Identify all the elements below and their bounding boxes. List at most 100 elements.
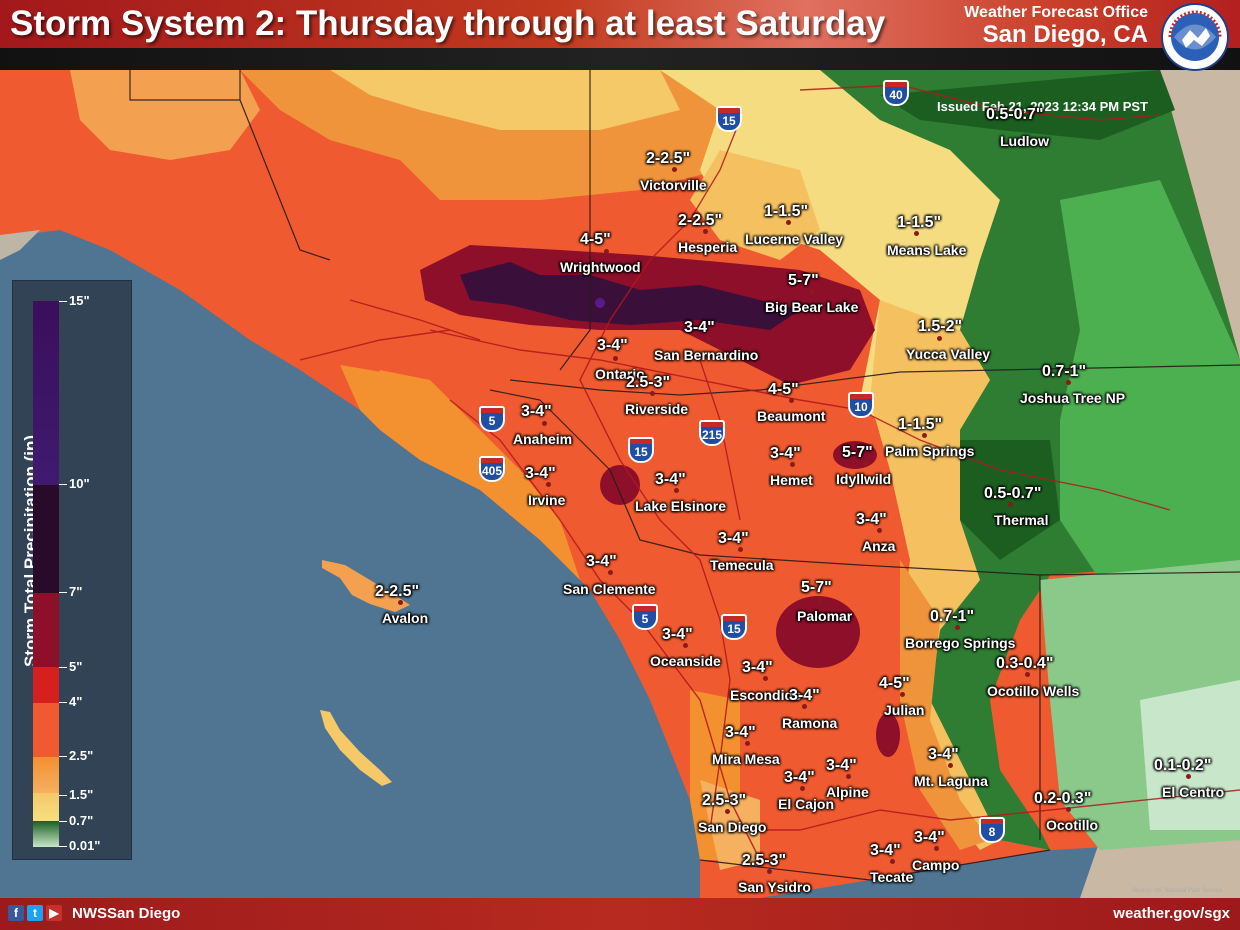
amount-label: 0.2-0.3" [1034,790,1092,807]
header-strip: Issued Feb 21, 2023 12:34 PM PST [0,48,1240,114]
amount-label: 3-4" [770,445,801,462]
amount-label: 3-4" [718,530,749,547]
legend-bar-15-07 [33,793,59,821]
social-handle[interactable]: NWSSan Diego [72,905,181,922]
amount-label: 3-4" [742,659,773,676]
twitter-icon[interactable]: t [27,905,43,921]
legend-bar-5-4 [33,667,59,703]
city-label: Big Bear Lake [765,299,859,315]
city-dot [725,809,730,814]
city-label: Temecula [710,557,774,573]
city-label: El Cajon [778,796,835,812]
city-dot [934,846,939,851]
amount-label: 3-4" [684,319,715,336]
legend-bar-10-7 [33,485,59,593]
city-dot [672,167,677,172]
title-bar: Storm System 2: Thursday through at leas… [0,0,1240,48]
city-label: Thermal [994,512,1049,528]
office-label: Weather Forecast Office [964,4,1148,21]
city-label: Beaumont [757,408,826,424]
amount-label: 3-4" [725,724,756,741]
city-dot [546,482,551,487]
city-label: Hesperia [678,239,738,255]
city-dot [790,462,795,467]
city-dot [1025,672,1030,677]
city-label: Escondido [730,687,802,703]
city-label: Wrightwood [560,259,641,275]
office-block: Weather Forecast Office San Diego, CA [964,4,1148,48]
legend-tick: 1.5" [59,787,93,802]
facebook-icon[interactable]: f [8,905,24,921]
interstate-10-shield-icon: 10 [848,392,874,418]
amount-label: 1.5-2" [918,318,963,335]
legend-bar-07-001 [33,821,59,847]
city-label: Riverside [625,401,689,417]
youtube-icon[interactable]: ▶ [46,905,62,921]
interstate-8-shield-icon: 8 [979,817,1005,843]
legend-tick: 0.01" [59,838,100,853]
city-dot [948,763,953,768]
city-dot [683,643,688,648]
legend-bar-4-25 [33,703,59,757]
city-dot [802,704,807,709]
amount-label: 0.7-1" [930,608,975,625]
legend-bar-25-15 [33,757,59,793]
city-label: San Diego [698,819,767,835]
city-label: Ontario [595,366,645,382]
city-label: Idyllwild [836,471,892,487]
amount-label: 3-4" [655,471,686,488]
city-dot [738,547,743,552]
amount-label: 3-4" [789,687,820,704]
legend-tick: 15" [59,293,90,308]
amount-label: 1-1.5" [764,203,809,220]
city-label: Campo [912,857,960,873]
interstate-405-shield-icon: 405 [479,456,505,482]
city-dot [890,859,895,864]
city-label: Julian [884,702,925,718]
legend-tick: 7" [59,584,82,599]
city-label: Tecate [870,869,914,885]
city-dot [1066,380,1071,385]
city-label: Avalon [382,610,429,626]
city-dot [542,421,547,426]
interstate-15-shield-icon: 15 [628,437,654,463]
amount-label: 3-4" [521,403,552,420]
city-label: Joshua Tree NP [1020,390,1126,406]
city-dot [613,356,618,361]
city-label: Lucerne Valley [745,231,844,247]
city-label: Palm Springs [885,443,975,459]
amount-label: 1-1.5" [898,416,943,433]
legend-bar-15-10 [33,301,59,485]
amount-label: 1-1.5" [897,214,942,231]
city-label: Palomar [797,608,853,624]
website-link[interactable]: weather.gov/sgx [1113,905,1230,922]
city-dot [846,774,851,779]
source-credit: Source: US National Park Service [1132,888,1223,894]
amount-label: 0.3-0.4" [996,655,1054,672]
city-label: Lake Elsinore [635,498,727,514]
amount-label: 3-4" [662,626,693,643]
city-dot [706,337,711,342]
city-label: San Clemente [563,581,656,597]
amount-label: 0.1-0.2" [1154,757,1212,774]
interstate-5-shield-icon: 5 [479,406,505,432]
city-label: Means Lake [887,242,967,258]
city-dot [398,600,403,605]
city-dot [900,692,905,697]
precip-legend: Storm Total Precipitation (in) 15" 10" 7… [12,280,132,860]
footer-bar: f t ▶ NWSSan Diego weather.gov/sgx [0,898,1240,930]
city-dot [1008,502,1013,507]
city-dot [818,597,823,602]
city-dot [864,461,869,466]
legend-tick: 2.5" [59,748,93,763]
nws-logo-icon [1161,3,1229,71]
amount-label: 5-7" [842,444,873,461]
san-clemente-island [320,710,392,786]
city-dot [608,570,613,575]
precipitation-map [0,70,1240,898]
amount-label: 3-4" [784,769,815,786]
city-label: Oceanside [650,653,721,669]
city-dot [955,625,960,630]
legend-tick: 0.7" [59,813,93,828]
city-label: Mira Mesa [712,751,780,767]
